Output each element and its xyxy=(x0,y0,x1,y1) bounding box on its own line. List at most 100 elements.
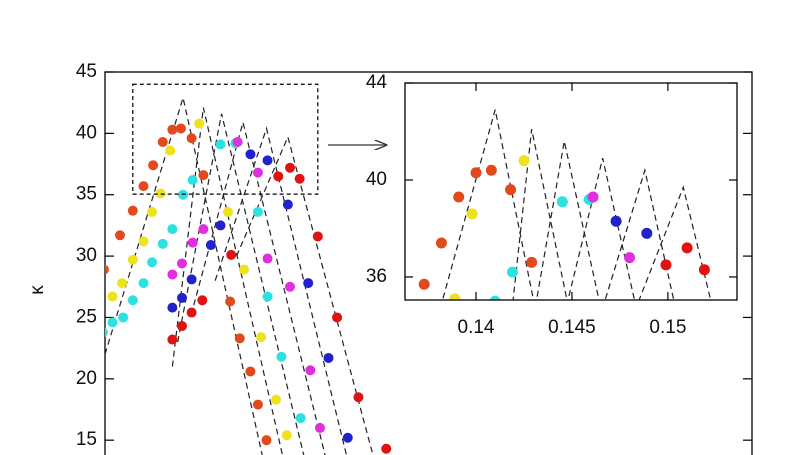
data-point xyxy=(178,189,189,200)
data-point xyxy=(205,240,216,251)
data-point xyxy=(466,208,478,220)
data-point xyxy=(167,124,178,135)
data-point xyxy=(518,155,530,167)
data-point xyxy=(262,155,273,166)
data-point xyxy=(198,224,209,235)
data-point xyxy=(252,399,263,410)
plot-frame xyxy=(104,71,753,455)
data-point xyxy=(239,264,250,275)
data-point xyxy=(641,227,653,239)
inset-background xyxy=(405,83,737,300)
data-point xyxy=(599,444,610,455)
data-point xyxy=(222,206,233,217)
data-point xyxy=(167,224,178,235)
data-point xyxy=(107,291,118,302)
data-point xyxy=(434,429,445,440)
y-tick-label: 25 xyxy=(76,306,97,327)
data-point xyxy=(381,443,392,454)
data-point xyxy=(400,327,411,338)
data-point xyxy=(261,435,272,446)
data-point xyxy=(624,252,636,264)
y-tick-label: 45 xyxy=(76,61,97,82)
inset-frame xyxy=(404,82,738,301)
data-point xyxy=(418,278,430,290)
data-point xyxy=(660,259,672,271)
data-point xyxy=(305,365,316,376)
data-point xyxy=(276,351,287,362)
data-point xyxy=(118,312,129,323)
fit-line xyxy=(214,126,348,455)
data-point xyxy=(641,422,652,433)
data-point xyxy=(256,332,267,343)
data-point xyxy=(175,123,186,134)
data-point xyxy=(376,376,387,387)
data-point xyxy=(138,278,149,289)
data-point xyxy=(434,330,445,341)
y-tick-label: 36 xyxy=(366,266,387,287)
data-point xyxy=(507,390,518,401)
y-tick-label: 40 xyxy=(366,169,387,190)
data-point xyxy=(526,256,538,268)
data-point xyxy=(186,133,197,144)
zoom-box xyxy=(132,83,319,195)
data-point xyxy=(732,378,743,389)
data-point xyxy=(485,164,497,176)
data-point xyxy=(167,334,178,345)
data-point xyxy=(624,330,635,341)
data-point xyxy=(198,170,209,181)
data-point xyxy=(471,364,482,375)
data-point xyxy=(107,317,118,328)
data-point xyxy=(526,364,537,375)
data-point xyxy=(226,249,237,260)
data-point xyxy=(281,430,292,441)
data-point xyxy=(323,352,334,363)
data-point xyxy=(557,356,568,367)
fit-line xyxy=(171,107,284,455)
data-point xyxy=(252,167,263,178)
y-tick-label: 30 xyxy=(76,245,97,266)
data-point xyxy=(556,196,568,208)
y-axis-label: κ xyxy=(27,285,48,295)
data-point xyxy=(252,206,263,217)
data-point xyxy=(294,173,305,184)
data-point xyxy=(127,205,138,216)
data-point xyxy=(147,206,158,217)
data-point xyxy=(488,431,499,442)
data-point xyxy=(285,162,296,173)
data-point xyxy=(147,257,158,268)
data-point xyxy=(435,237,447,249)
data-point xyxy=(186,274,197,285)
data-point xyxy=(587,191,599,203)
data-point xyxy=(540,395,551,406)
data-point xyxy=(470,167,482,179)
plot-area xyxy=(348,109,743,455)
data-point xyxy=(138,181,149,192)
data-point xyxy=(489,295,501,300)
data-point xyxy=(698,264,710,276)
data-point xyxy=(348,444,359,455)
fit-line xyxy=(441,109,535,300)
data-point xyxy=(148,160,159,171)
data-point xyxy=(114,230,125,241)
data-point xyxy=(262,253,273,264)
data-point xyxy=(194,118,205,129)
data-point xyxy=(225,296,236,307)
data-point xyxy=(400,424,411,435)
main-plot: 15 20 25 30 35 40 45 xyxy=(76,61,753,455)
data-point xyxy=(176,258,187,269)
fit-line xyxy=(177,113,305,455)
data-point xyxy=(176,292,187,303)
data-point xyxy=(105,327,108,337)
x-tick-label: 0.14 xyxy=(458,317,495,338)
data-point xyxy=(127,295,138,306)
data-point xyxy=(176,321,187,332)
data-point xyxy=(138,236,149,247)
data-point xyxy=(155,188,166,199)
data-point xyxy=(234,333,245,344)
data-point xyxy=(105,264,109,275)
data-point xyxy=(282,199,293,210)
data-point xyxy=(273,171,284,182)
data-point xyxy=(353,392,364,403)
y-tick-label: 15 xyxy=(76,429,97,450)
